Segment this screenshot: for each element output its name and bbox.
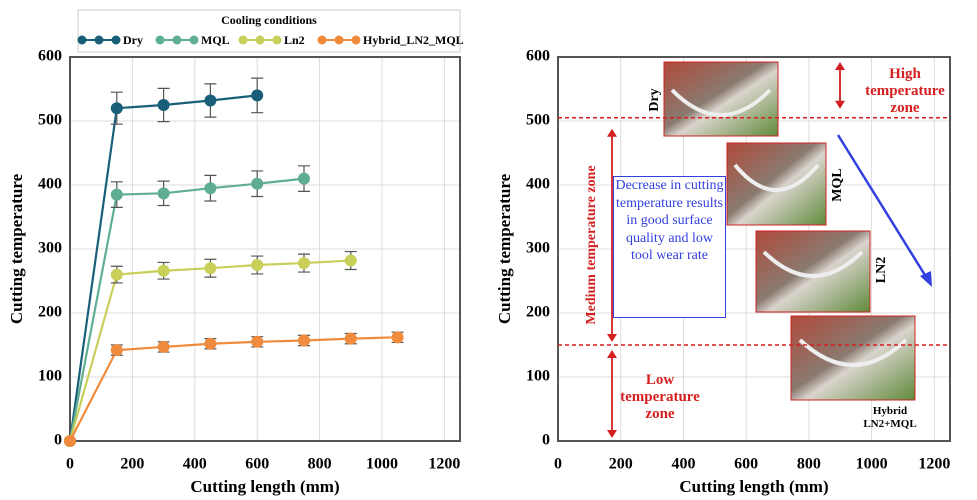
data-point [204, 182, 216, 194]
x-tick-label: 600 [734, 456, 758, 473]
y-tick-label: 300 [38, 240, 62, 257]
y-tick-label: 0 [542, 432, 550, 449]
legend-marker [318, 36, 327, 45]
legend-marker [156, 36, 165, 45]
arrowhead [607, 334, 617, 342]
chart: Dry MQL LN2 Medium temperature zone 0 100… [0, 0, 977, 500]
data-point [158, 265, 170, 277]
page: Dry MQL LN2 Medium temperature zone 0 100… [0, 0, 977, 500]
trend-arrowhead [920, 271, 932, 287]
data-point [64, 435, 76, 447]
legend-label: Hybrid_LN2_MQL [363, 33, 464, 47]
x-tick-label: 1000 [856, 456, 888, 473]
arrowhead [607, 350, 617, 358]
image-label: MQL [830, 168, 845, 201]
data-point [111, 189, 123, 201]
data-point [251, 89, 263, 101]
image-hybrid [791, 316, 915, 400]
y-tick-label: 600 [526, 48, 550, 65]
y-tick-label: 0 [54, 432, 62, 449]
legend-label: Dry [123, 33, 143, 47]
data-point [204, 95, 216, 107]
x-tick-label: 1200 [918, 456, 950, 473]
data-point [204, 262, 216, 274]
y-tick-label: 100 [526, 368, 550, 385]
y-tick-label: 600 [38, 48, 62, 65]
image-label: Dry [647, 88, 662, 111]
data-point [251, 336, 263, 348]
y-tick-label: 100 [38, 368, 62, 385]
arrowhead [607, 430, 617, 438]
image-label: Hybrid LN2+MQL [845, 405, 935, 431]
x-tick-label: 800 [308, 456, 332, 473]
image-label: LN2 [874, 257, 889, 283]
arrowhead [835, 62, 845, 70]
x-tick-label: 1200 [428, 456, 460, 473]
legend-marker [95, 36, 104, 45]
legend-label: Ln2 [284, 33, 305, 47]
image-ln2 [756, 231, 870, 312]
data-point [111, 269, 123, 281]
data-point [204, 338, 216, 350]
y-tick-label: 400 [526, 176, 550, 193]
x-axis-label: Cutting length (mm) [190, 477, 339, 496]
data-point [298, 335, 310, 347]
note-box: Decrease in cutting temperature results … [613, 176, 726, 318]
legend-marker [239, 36, 248, 45]
data-point [111, 102, 123, 114]
x-tick-label: 400 [671, 456, 695, 473]
arrowhead [835, 101, 845, 109]
legend-marker [335, 36, 344, 45]
legend-marker [190, 36, 199, 45]
data-point [251, 178, 263, 190]
legend-marker [256, 36, 265, 45]
x-tick-label: 400 [183, 456, 207, 473]
x-tick-label: 200 [609, 456, 633, 473]
data-point [345, 255, 357, 267]
zone-label: Low temperature zone [615, 372, 705, 423]
y-tick-label: 400 [38, 176, 62, 193]
x-tick-label: 800 [797, 456, 821, 473]
legend-marker [352, 36, 361, 45]
data-point [158, 99, 170, 111]
legend-title: Cooling conditions [221, 13, 317, 27]
data-point [158, 341, 170, 353]
y-tick-label: 200 [526, 304, 550, 321]
data-point [158, 187, 170, 199]
legend-label: MQL [201, 33, 230, 47]
x-tick-label: 0 [66, 456, 74, 473]
y-tick-label: 500 [526, 112, 550, 129]
x-tick-label: 0 [554, 456, 562, 473]
x-axis-label: Cutting length (mm) [679, 477, 828, 496]
x-tick-label: 600 [245, 456, 269, 473]
y-tick-label: 200 [38, 304, 62, 321]
zone-label: Medium temperature zone [584, 165, 599, 324]
zone-label: High temperature zone [850, 66, 960, 117]
data-point [298, 257, 310, 269]
legend-marker [78, 36, 87, 45]
arrowhead [607, 129, 617, 137]
legend-marker [112, 36, 121, 45]
data-point [298, 173, 310, 185]
legend-marker [173, 36, 182, 45]
data-point [345, 333, 357, 345]
data-point [111, 344, 123, 356]
y-axis-label: Cutting temperature [495, 173, 514, 324]
image-mql [727, 143, 826, 225]
x-tick-label: 1000 [366, 456, 398, 473]
y-tick-label: 300 [526, 240, 550, 257]
x-tick-label: 200 [120, 456, 144, 473]
data-point [251, 259, 263, 271]
y-tick-label: 500 [38, 112, 62, 129]
data-point [392, 331, 404, 343]
legend-marker [273, 36, 282, 45]
y-axis-label: Cutting temperature [7, 173, 26, 324]
